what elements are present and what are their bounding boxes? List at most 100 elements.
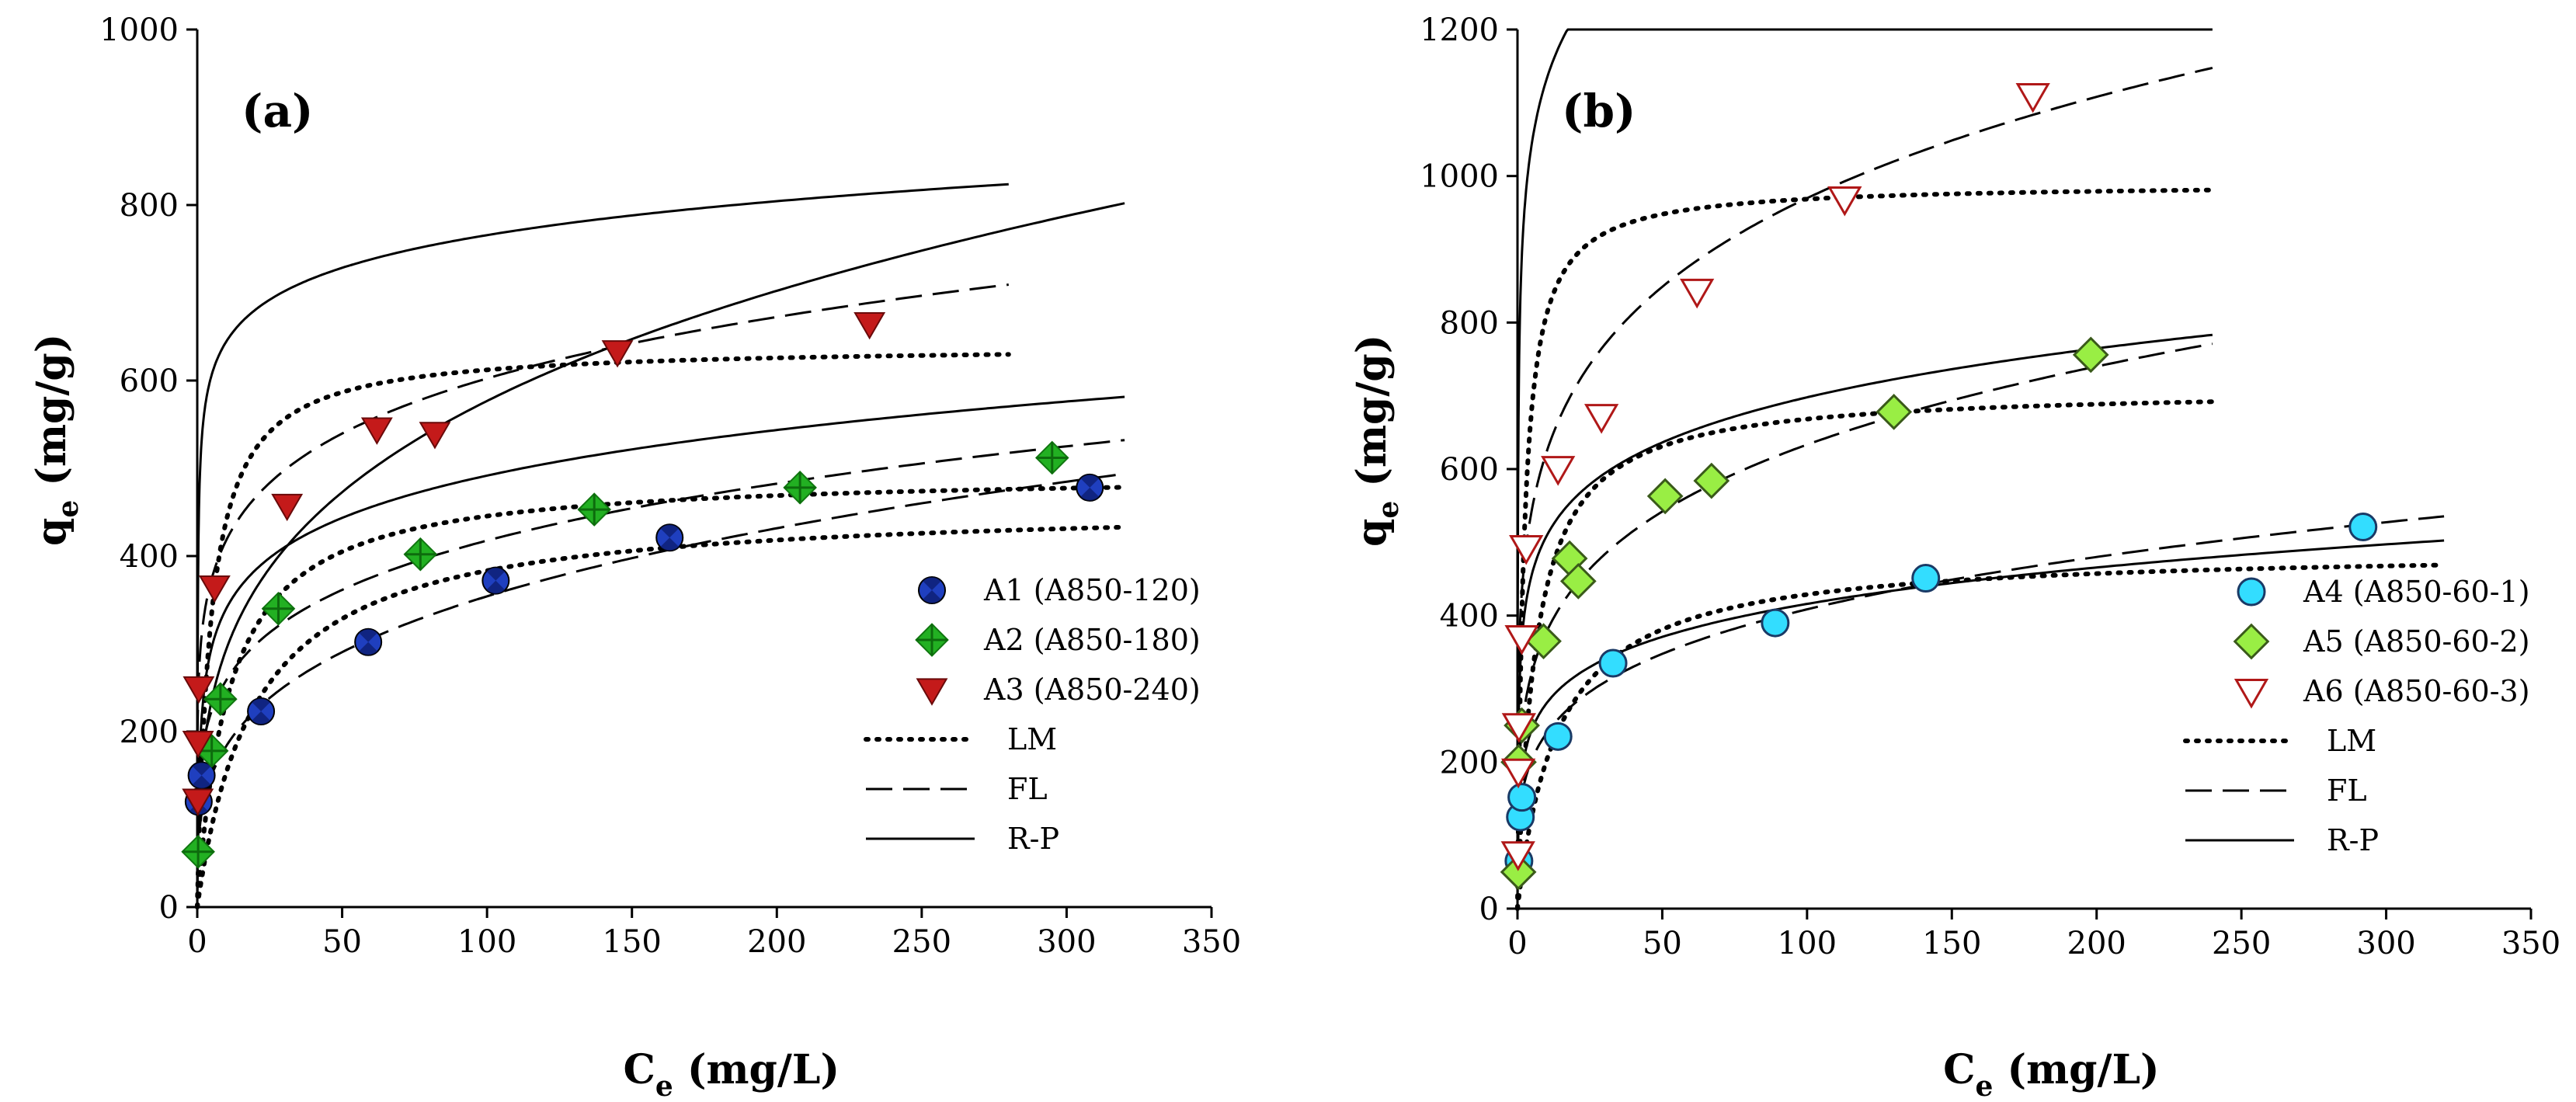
panel-a-legend: A1 (A850-120) A2 (A850-180) A3 (A850-240) L… (864, 573, 1201, 856)
panel-b-legend-marker-a4-a850-60-1 (2237, 577, 2266, 607)
panel-a-chart: 0 50 100 150 200 250 300 350 0 200 400 600 800 1000 (… (28, 12, 1241, 1102)
panel-a-legend-label-lm: LM (1007, 722, 1057, 756)
panel-b-fit-lm-a6-a850-60-3 (1515, 187, 2215, 911)
panel-a-fit-rp-a3-a850-240 (196, 183, 1009, 907)
panel-b-legend-marker-a5-a850-60-2 (2233, 623, 2270, 660)
panel-a-y-tick-label: 600 (120, 363, 179, 399)
panel-a-legend-label-fl: FL (1007, 772, 1048, 806)
panel-b-fit-curves (1515, 28, 2447, 911)
panel-a-point-a3-a850-240 (183, 676, 215, 704)
panel-a-fit-fl-a2-a850-180 (196, 439, 1125, 887)
panel-b-point-a6-a850-60-3 (1827, 186, 1862, 217)
panel-b-point-a4-a850-60-1 (1761, 608, 1790, 638)
panel-a-tick-labels: 0 50 100 150 200 250 300 350 0 200 400 600 800 1000 (99, 12, 1241, 960)
panel-b-x-tick-label: 100 (1778, 926, 1837, 961)
panel-a-point-a2-a850-180 (203, 682, 238, 717)
panel-b-point-a6-a850-60-3 (1500, 841, 1535, 871)
panel-a-legend-marker-a2-a850-180 (915, 623, 949, 657)
panel-b-point-a4-a850-60-1 (1507, 783, 1537, 812)
panel-a-axes (186, 28, 1213, 918)
panel-a-legend-label-a3-a850-240: A3 (A850-240) (983, 673, 1201, 707)
panel-b-point-a6-a850-60-3 (1501, 713, 1537, 743)
panel-a-point-a1-a850-120 (655, 523, 684, 552)
panel-b-fit-rp-a5-a850-60-2 (1516, 333, 2213, 909)
panel-a-y-tick-label: 800 (120, 188, 179, 224)
panel-a-legend-label-r-p: R-P (1007, 822, 1059, 856)
panel-a-legend-marker-a3-a850-240 (916, 678, 948, 706)
panel-b-y-tick-label: 200 (1440, 745, 1499, 780)
panel-a-point-a2-a850-180 (181, 834, 215, 869)
panel-b-legend-label-fl: FL (2327, 773, 2367, 808)
panel-b-y-tick-label: 0 (1479, 892, 1499, 927)
panel-b-axis-lines (1516, 30, 2531, 910)
panel-b-point-a6-a850-60-3 (1504, 625, 1539, 655)
panel-b-fit-fl-a5-a850-60-2 (1516, 342, 2213, 888)
panel-b-fit-rp-a4-a850-60-1 (1516, 539, 2445, 909)
panel-b-legend-label-r-p: R-P (2327, 823, 2379, 857)
panel-b-x-tick-label: 150 (1922, 926, 1981, 961)
panel-a-x-tick-label: 0 (187, 924, 207, 960)
panel-b-y-axis-title: qe (mg/g) (1348, 335, 1405, 547)
panel-a-x-tick-label: 50 (322, 924, 362, 960)
panel-a-fit-fl-a3-a850-240 (196, 283, 1009, 848)
panel-b-point-a4-a850-60-1 (2348, 513, 2378, 542)
panel-b-y-tick-label: 600 (1440, 452, 1499, 488)
panel-a-y-tick-label: 400 (120, 539, 179, 575)
panel-b-x-axis-title: Ce (mg/L) (1943, 1046, 2160, 1102)
panel-b-point-a5-a850-60-2 (1693, 462, 1730, 499)
panel-a-point-a3-a850-240 (601, 340, 634, 368)
panel-b-legend-label-a5-a850-60-2: A5 (A850-60-2) (2303, 624, 2530, 659)
panel-b-point-a6-a850-60-3 (2015, 82, 2050, 113)
panel-b-x-tick-label: 50 (1643, 926, 1682, 961)
panel-a-legend-label-a1-a850-120: A1 (A850-120) (983, 573, 1201, 607)
panel-b-point-a5-a850-60-2 (1559, 562, 1597, 600)
panel-a-point-a3-a850-240 (182, 788, 214, 816)
panel-a-y-tick-label: 200 (120, 714, 179, 750)
panel-a-x-tick-label: 100 (457, 924, 516, 960)
panel-a-point-a1-a850-120 (247, 697, 276, 726)
panel-a-legend-marker-a1-a850-120 (918, 576, 946, 604)
panel-b-fit-rp-a6-a850-60-3 (1516, 28, 2213, 909)
panel-b-point-a6-a850-60-3 (1680, 278, 1715, 309)
panel-b-y-tick-label: 400 (1440, 599, 1499, 634)
panel-b-chart: 0 50 100 150 200 250 300 350 0 200 400 600 800 1000 12… (1348, 12, 2560, 1102)
panel-a-point-a3-a850-240 (198, 575, 231, 603)
panel-a-point-a3-a850-240 (360, 417, 393, 445)
panel-a-fit-lm-a3-a850-240 (195, 352, 1011, 909)
panel-a-y-tick-label: 0 (159, 890, 179, 926)
panel-b-point-a4-a850-60-1 (1543, 721, 1573, 751)
panel-a-point-a3-a850-240 (271, 493, 304, 522)
panel-b-legend-label-a4-a850-60-1: A4 (A850-60-1) (2303, 575, 2530, 609)
panel-a-point-a1-a850-120 (481, 566, 510, 595)
panel-b-point-a5-a850-60-2 (1876, 394, 1913, 430)
panel-a-fit-lm-a2-a850-180 (195, 485, 1128, 909)
panel-a-point-a2-a850-180 (577, 492, 612, 527)
panel-a-axis-lines (196, 30, 1212, 909)
panel-b-fit-fl-a6-a850-60-3 (1516, 66, 2213, 859)
panel-a-label: (a) (242, 85, 313, 137)
panel-a-fit-rp-a2-a850-180 (196, 395, 1125, 907)
panel-b-data-points (1500, 82, 2378, 891)
panel-a-point-a1-a850-120 (187, 761, 216, 790)
panel-b-fit-lm-a4-a850-60-1 (1515, 562, 2447, 911)
panel-b-legend: A4 (A850-60-1) A5 (A850-60-2) A6 (A850-60-… (2183, 575, 2530, 857)
panel-b-x-tick-label: 0 (1507, 926, 1527, 961)
panel-b-point-a4-a850-60-1 (1911, 564, 1941, 593)
panel-b-x-tick-label: 250 (2212, 926, 2271, 961)
panel-b-x-tick-label: 300 (2356, 926, 2415, 961)
panel-b-point-a5-a850-60-2 (2072, 336, 2109, 374)
panel-a-point-a2-a850-180 (1034, 440, 1069, 475)
panel-b-point-a6-a850-60-3 (1541, 456, 1576, 486)
panel-b-point-a6-a850-60-3 (1509, 534, 1544, 565)
panel-b-point-a4-a850-60-1 (1598, 648, 1628, 678)
panel-b-legend-label-lm: LM (2327, 724, 2376, 758)
panel-a-point-a2-a850-180 (403, 537, 438, 572)
panel-a-y-tick-label: 1000 (99, 12, 179, 48)
panel-a-x-axis-title: Ce (mg/L) (624, 1046, 840, 1102)
panel-b-label: (b) (1562, 85, 1636, 137)
panel-b-y-tick-label: 1000 (1420, 159, 1499, 195)
panel-a-legend-label-a2-a850-180: A2 (A850-180) (983, 623, 1201, 657)
panel-a-data-points (181, 311, 1104, 869)
panel-a-x-tick-label: 300 (1037, 924, 1096, 960)
panel-b-y-tick-label: 800 (1440, 305, 1499, 341)
